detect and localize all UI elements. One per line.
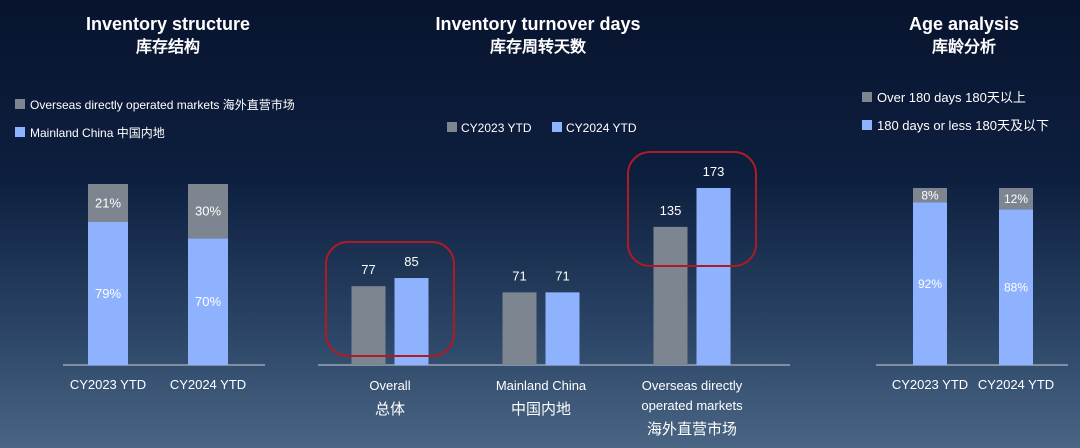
chart2-subtitle: 库存周转天数: [490, 37, 587, 56]
chart2-bar-0-0: [351, 286, 386, 365]
highlight-layer: [325, 151, 757, 358]
chart2-xtick-2-zh: 海外直营市场: [647, 421, 737, 438]
chart1-data-label-1-1: 30%: [195, 204, 221, 219]
chart1-data-label-0-1: 70%: [195, 294, 221, 309]
chart2-xtick-1-zh: 中国内地: [511, 401, 571, 418]
chart2-data-label-1-2: 173: [703, 164, 725, 179]
chart3-data-label-1-1: 12%: [1004, 192, 1028, 206]
chart2-xtick-2-en-line2: operated markets: [641, 398, 743, 413]
chart1-bar-0-0: [88, 222, 128, 365]
chart2-data-label-0-0: 77: [361, 262, 375, 277]
chart2-xtick-0-en: Overall: [369, 378, 410, 393]
chart2-data-label-0-1: 71: [512, 268, 526, 283]
chart1-subtitle: 库存结构: [136, 37, 200, 56]
legend-label-mainland: Mainland China 中国内地: [30, 125, 165, 140]
chart3-bar-0-1: [999, 209, 1033, 365]
chart1-title: Inventory structure: [86, 14, 250, 34]
chart3-data-label-0-1: 88%: [1004, 280, 1028, 294]
chart2-highlight-frame-2: [627, 151, 757, 267]
chart1-data-label-1-0: 21%: [95, 196, 121, 211]
chart3-title: Age analysis: [909, 14, 1019, 34]
chart1-xtick-0: CY2023 YTD: [70, 377, 146, 392]
chart3-bar-0-0: [913, 202, 947, 365]
chart2-bar-0-1: [502, 292, 537, 365]
legend-swatch-overseas: [15, 99, 25, 109]
bars-layer: 79% 21% 70% 30% 92% 8% 88% 12% 77 85 71 71 135 173: [88, 164, 1033, 365]
chart1-bar-1-1: [188, 184, 228, 239]
legend-label-overseas: Overseas directly operated markets 海外直营市…: [30, 97, 295, 112]
legend-label-cy2023: CY2023 YTD: [461, 121, 532, 135]
legend-label-cy2024: CY2024 YTD: [566, 121, 637, 135]
chart2-xtick-0-zh: 总体: [375, 401, 405, 418]
chart3-xtick-1: CY2024 YTD: [978, 377, 1054, 392]
chart2-xtick-1-en: Mainland China: [496, 378, 587, 393]
chart3-subtitle: 库龄分析: [932, 37, 996, 56]
chart2-bar-1-0: [394, 278, 429, 365]
chart2-title: Inventory turnover days: [435, 14, 640, 34]
chart3-data-label-0-0: 92%: [918, 277, 942, 291]
chart2-highlight-frame-0: [325, 241, 455, 358]
legend-swatch-le180: [862, 120, 872, 130]
legend-swatch-mainland: [15, 127, 25, 137]
chart2-data-label-1-1: 71: [555, 268, 569, 283]
chart2-data-label-1-0: 85: [404, 254, 418, 269]
chart3-bar-1-0: [913, 188, 947, 203]
chart2-bar-1-2: [696, 188, 731, 365]
chart2-xtick-2-en: Overseas directly: [642, 378, 743, 393]
legend-swatch-over180: [862, 92, 872, 102]
legend-label-over180: Over 180 days 180天以上: [877, 90, 1026, 105]
chart3-bar-1-1: [999, 188, 1033, 210]
legend-swatch-cy2023: [447, 122, 457, 132]
chart3-xtick-0: CY2023 YTD: [892, 377, 968, 392]
legend-label-le180: 180 days or less 180天及以下: [877, 118, 1049, 133]
chart1-data-label-0-0: 79%: [95, 286, 121, 301]
legend-swatch-cy2024: [552, 122, 562, 132]
chart2-data-label-0-2: 135: [660, 203, 682, 218]
chart3-data-label-1-0: 8%: [921, 188, 939, 202]
chart2-bar-1-1: [545, 292, 580, 365]
chart2-bar-0-2: [653, 226, 688, 365]
chart1-bar-1-0: [88, 184, 128, 223]
chart1-xtick-1: CY2024 YTD: [170, 377, 246, 392]
chart1-bar-0-1: [188, 238, 228, 365]
